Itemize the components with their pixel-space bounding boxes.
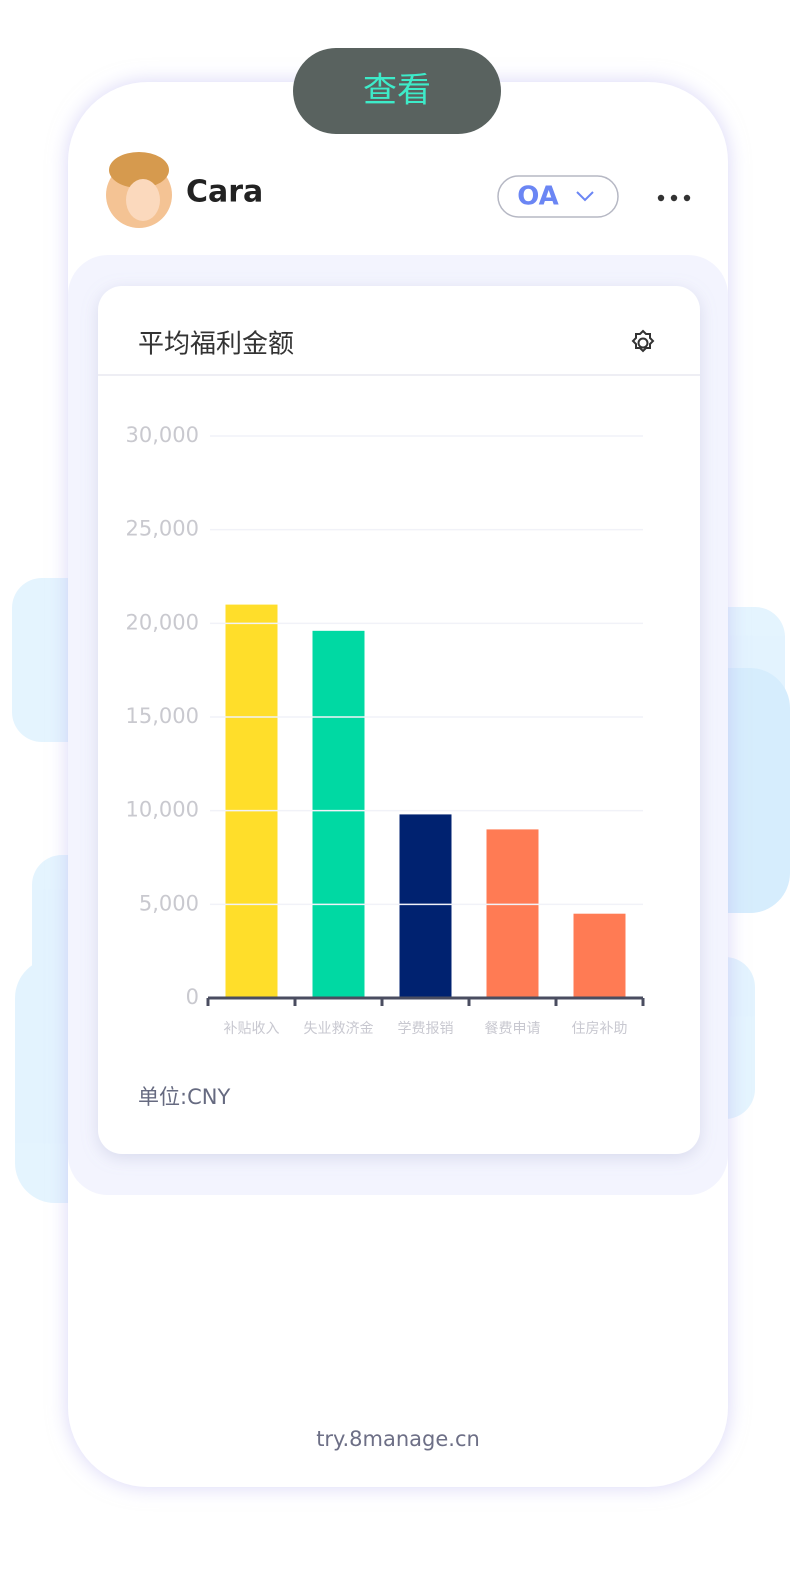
y-tick-label: 25,000 bbox=[126, 517, 199, 541]
avatar[interactable] bbox=[106, 152, 172, 228]
bar bbox=[486, 829, 539, 998]
y-tick-label: 5,000 bbox=[139, 891, 199, 915]
footer-url: try.8manage.cn bbox=[316, 1427, 480, 1451]
more-menu[interactable] bbox=[657, 194, 691, 202]
view-button[interactable] bbox=[293, 48, 501, 134]
x-tick-label: 学费报销 bbox=[398, 1021, 454, 1037]
app-selector-label[interactable]: OA bbox=[517, 182, 559, 212]
bar bbox=[573, 913, 626, 998]
card-title: 平均福利金额 bbox=[138, 330, 294, 360]
dropdown-arrow[interactable] bbox=[576, 191, 594, 202]
x-tick-label: 餐费申请 bbox=[485, 1021, 541, 1037]
bar bbox=[399, 814, 452, 998]
y-tick-label: 10,000 bbox=[126, 798, 199, 822]
x-tick-label: 住房补助 bbox=[572, 1021, 628, 1037]
bar bbox=[225, 604, 278, 998]
y-tick-label: 30,000 bbox=[126, 423, 199, 447]
settings-icon[interactable] bbox=[631, 329, 655, 353]
view-button-label[interactable]: 查看 bbox=[363, 71, 431, 111]
bar bbox=[312, 630, 365, 998]
unit-note: 单位:CNY bbox=[138, 1085, 230, 1109]
app-selector[interactable] bbox=[497, 175, 619, 218]
y-tick-label: 0 bbox=[186, 985, 199, 1009]
y-tick-label: 20,000 bbox=[126, 610, 199, 634]
x-tick-label: 补贴收入 bbox=[224, 1021, 280, 1037]
x-tick-label: 失业救济金 bbox=[304, 1021, 374, 1037]
user-name: Cara bbox=[186, 175, 263, 210]
y-tick-label: 15,000 bbox=[126, 704, 199, 728]
